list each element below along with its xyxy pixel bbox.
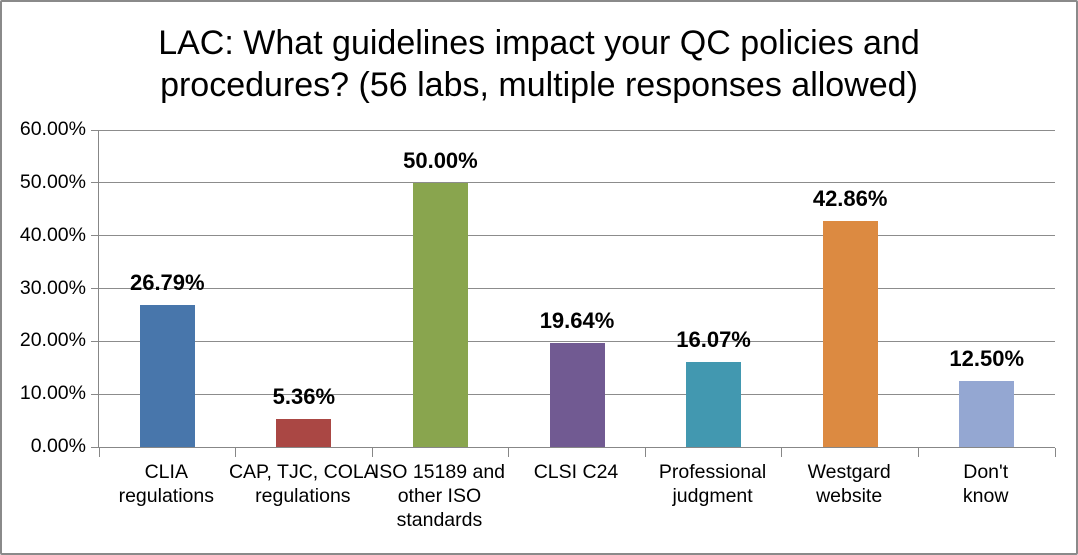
bar-value-label-iso-15189-and-other-iso-standards: 50.00% bbox=[403, 147, 478, 173]
bar-don-t-know bbox=[959, 380, 1015, 447]
bar-value-label-cap-tjc-cola-regulations: 5.36% bbox=[272, 383, 336, 409]
x-axis-tick-5 bbox=[781, 448, 783, 457]
x-axis-label-iso-15189-and-other-iso-standards: ISO 15189 and other ISO standards bbox=[373, 461, 506, 531]
x-axis-tick-7 bbox=[1054, 448, 1056, 457]
x-axis-label-row: CLIA regulations CAP, TJC, COLA regulatio… bbox=[98, 460, 1054, 540]
bar-professional-judgment bbox=[686, 362, 742, 447]
y-axis-label-40: 40.00% bbox=[19, 223, 86, 246]
bar-value-label-clia-regulations: 26.79% bbox=[129, 270, 205, 296]
y-axis-label-50: 50.00% bbox=[19, 170, 86, 193]
y-axis-tick-20 bbox=[91, 340, 99, 342]
y-axis-tick-60 bbox=[91, 129, 99, 131]
chart-title-line-1: LAC: What guidelines impact your QC poli… bbox=[158, 24, 920, 62]
x-axis-label-professional-judgment: Professional judgment bbox=[658, 461, 767, 507]
chart-title-line-2: procedures? (56 labs, multiple responses… bbox=[160, 66, 918, 104]
y-axis-label-20: 20.00% bbox=[19, 329, 86, 352]
x-axis-tick-3 bbox=[508, 448, 510, 457]
bar-iso-15189-and-other-iso-standards bbox=[412, 182, 468, 447]
y-axis-tick-10 bbox=[91, 393, 99, 395]
gridline-40 bbox=[99, 235, 1055, 237]
gridline-20 bbox=[99, 340, 1055, 342]
y-axis-label-10: 10.00% bbox=[19, 382, 86, 405]
y-axis-label-30: 30.00% bbox=[19, 276, 86, 299]
plot-area: 26.79% 5.36% 50.00% 19.64% 16.07% 42.86% 12.50… bbox=[91, 129, 1056, 457]
y-axis-tick-0 bbox=[91, 446, 99, 448]
bar-value-label-westgard-website: 42.86% bbox=[812, 185, 888, 211]
gridline-50 bbox=[99, 182, 1055, 184]
x-axis-tick-6 bbox=[917, 448, 919, 457]
gridline-60 bbox=[99, 130, 1055, 131]
x-axis-label-cap-tjc-cola-regulations: CAP, TJC, COLA regulations bbox=[228, 461, 377, 507]
bar-value-label-clsi-c24: 19.64% bbox=[539, 308, 615, 334]
bar-westgard-website bbox=[822, 220, 878, 447]
chart-title: LAC: What guidelines impact your QC poli… bbox=[2, 22, 1076, 106]
x-axis-label-don-t-know: Don't know bbox=[962, 461, 1009, 507]
bar-clia-regulations bbox=[139, 305, 195, 447]
y-axis-tick-40 bbox=[91, 235, 99, 237]
x-axis-tick-4 bbox=[644, 448, 646, 457]
x-axis-tick-1 bbox=[235, 448, 237, 457]
y-axis-tick-30 bbox=[91, 288, 99, 289]
y-axis-tick-50 bbox=[91, 182, 99, 184]
bar-clsi-c24 bbox=[549, 343, 605, 447]
y-axis-label-0: 0.00% bbox=[30, 435, 86, 457]
x-axis-tick-0 bbox=[98, 448, 100, 457]
x-axis-label-clsi-c24: CLSI C24 bbox=[533, 461, 619, 483]
bar-value-label-don-t-know: 12.50% bbox=[949, 345, 1025, 371]
bar-cap-tjc-cola-regulations bbox=[276, 418, 332, 447]
y-axis-label-60: 60.00% bbox=[19, 118, 86, 140]
x-axis-label-westgard-website: Westgard website bbox=[807, 461, 891, 507]
gridline-30 bbox=[99, 288, 1055, 289]
bar-value-label-professional-judgment: 16.07% bbox=[676, 327, 751, 353]
x-axis-tick-2 bbox=[371, 448, 373, 457]
x-axis-label-clia-regulations: CLIA regulations bbox=[118, 461, 214, 507]
